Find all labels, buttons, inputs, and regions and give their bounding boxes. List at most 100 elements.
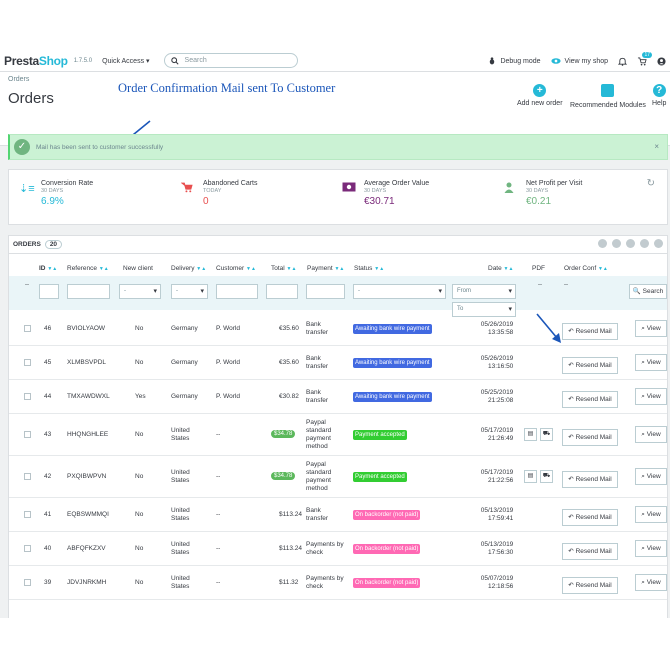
row-checkbox[interactable]	[24, 393, 31, 400]
add-icon[interactable]	[598, 239, 607, 248]
kpi-abandoned-carts[interactable]: Abandoned Carts TODAY 0	[203, 180, 258, 207]
close-icon[interactable]: ×	[654, 142, 659, 151]
add-new-order-button[interactable]: + Add new order	[517, 84, 563, 107]
table-row[interactable]: 41 EQBSWMMQI No United States -- $113.24 Bank …	[9, 498, 667, 532]
filter-new-client-select[interactable]: -	[119, 284, 161, 299]
row-checkbox[interactable]	[24, 325, 31, 332]
delivery-slip-icon[interactable]: ⛟	[540, 470, 553, 483]
col-header-total[interactable]: Total ▼▲	[271, 265, 297, 272]
kpi-net-profit[interactable]: Net Profit per Visit 30 DAYS €0.21	[526, 180, 583, 207]
row-checkbox[interactable]	[24, 359, 31, 366]
logo[interactable]: PrestaShop	[4, 53, 68, 68]
delivery-country: United States	[171, 469, 190, 484]
col-header-payment[interactable]: Payment ▼▲	[307, 265, 345, 272]
filter-date-from[interactable]: From	[452, 284, 516, 299]
status-badge[interactable]: On backorder (not paid)	[353, 578, 421, 588]
filter-reference-input[interactable]	[67, 284, 110, 299]
date-value: 05/26/2019	[480, 321, 514, 328]
view-button[interactable]: ⌕ View	[635, 506, 667, 523]
col-header-date[interactable]: Date ▼▲	[488, 265, 514, 272]
row-checkbox[interactable]	[24, 511, 31, 518]
row-checkbox[interactable]	[24, 431, 31, 438]
resend-mail-label: Resend Mail	[575, 396, 612, 403]
payment-method: Bank transfer	[306, 389, 329, 404]
row-checkbox[interactable]	[24, 473, 31, 480]
debug-mode-link[interactable]: Debug mode	[488, 57, 541, 65]
invoice-pdf-icon[interactable]: ▤	[524, 470, 537, 483]
view-button[interactable]: ⌕ View	[635, 388, 667, 405]
col-header-order-conf[interactable]: Order Conf ▼▲	[564, 265, 608, 272]
view-button[interactable]: ⌕ View	[635, 540, 667, 557]
filter-date-to[interactable]: To	[452, 302, 516, 317]
resend-mail-button[interactable]: ↶ Resend Mail	[562, 323, 618, 340]
view-button[interactable]: ⌕ View	[635, 320, 667, 337]
filter-customer-input[interactable]	[216, 284, 258, 299]
filter-total-input[interactable]	[266, 284, 298, 299]
table-row[interactable]: 42 PXQIBWPVN No United States -- $34.78 Paypal…	[9, 456, 667, 498]
customer-name: --	[216, 431, 221, 438]
recommended-modules-button[interactable]: Recommended Modules	[570, 84, 646, 109]
refresh-icon[interactable]: ↻	[646, 178, 655, 189]
status-badge[interactable]: Payment accepted	[353, 430, 407, 440]
status-badge[interactable]: On backorder (not paid)	[353, 510, 421, 520]
new-client-value: No	[135, 511, 144, 518]
notifications-bell[interactable]	[618, 57, 627, 66]
view-button[interactable]: ⌕ View	[635, 468, 667, 485]
view-shop-link[interactable]: View my shop	[550, 57, 608, 65]
zoom-icon: ⌕	[641, 359, 647, 366]
col-header-delivery[interactable]: Delivery ▼▲	[171, 265, 207, 272]
resend-mail-button[interactable]: ↶ Resend Mail	[562, 391, 618, 408]
resend-mail-button[interactable]: ↶ Resend Mail	[562, 509, 618, 526]
export-icon[interactable]	[612, 239, 621, 248]
status-badge[interactable]: Awaiting bank wire payment	[353, 392, 432, 402]
status-badge[interactable]: On backorder (not paid)	[353, 544, 421, 554]
quick-access-button[interactable]: Quick Access ▾	[102, 57, 150, 65]
table-row[interactable]: 46 BVIOLYAOW No Germany P. World €35.60 Bank t…	[9, 312, 667, 346]
col-header-status[interactable]: Status ▼▲	[354, 265, 385, 272]
filter-status-select[interactable]: -	[353, 284, 446, 299]
order-date: 05/25/2019 21:25:08	[480, 389, 514, 405]
status-badge[interactable]: Awaiting bank wire payment	[353, 324, 432, 334]
help-button[interactable]: ? Help	[652, 84, 667, 107]
kpi-conversion[interactable]: Conversion Rate 30 DAYS 6.9%	[41, 180, 94, 207]
table-row[interactable]: 40 ABFQFKZXV No United States -- $113.24 Payme…	[9, 532, 667, 566]
search-button[interactable]: 🔍 Search	[629, 284, 667, 299]
resend-mail-button[interactable]: ↶ Resend Mail	[562, 577, 618, 594]
resend-mail-button[interactable]: ↶ Resend Mail	[562, 357, 618, 374]
sql-icon[interactable]	[640, 239, 649, 248]
search-input[interactable]: Search	[163, 53, 298, 68]
database-icon[interactable]	[654, 239, 663, 248]
view-button[interactable]: ⌕ View	[635, 426, 667, 443]
success-alert: ✓ Mail has been sent to customer success…	[8, 134, 668, 160]
delivery-country: United States	[171, 541, 190, 556]
filter-payment-input[interactable]	[306, 284, 345, 299]
filter-id-input[interactable]	[39, 284, 59, 299]
table-row[interactable]: 45 XLMBSVPDL No Germany P. World €35.60 Bank t…	[9, 346, 667, 380]
delivery-country: United States	[171, 507, 190, 522]
customer-name: --	[216, 545, 221, 552]
table-row[interactable]: 44 TMXAWDWXL Yes Germany P. World €30.82 Bank …	[9, 380, 667, 414]
view-label: View	[646, 473, 661, 480]
filter-delivery-select[interactable]: -	[171, 284, 208, 299]
row-checkbox[interactable]	[24, 579, 31, 586]
resend-mail-button[interactable]: ↶ Resend Mail	[562, 471, 618, 488]
col-header-id[interactable]: ID ▼▲	[39, 265, 58, 272]
delivery-slip-icon[interactable]: ⛟	[540, 428, 553, 441]
view-button[interactable]: ⌕ View	[635, 574, 667, 591]
breadcrumb[interactable]: Orders	[8, 76, 30, 83]
row-checkbox[interactable]	[24, 545, 31, 552]
table-row[interactable]: 43 HHQNGHLEE No United States -- $34.78 Paypal…	[9, 414, 667, 456]
resend-mail-button[interactable]: ↶ Resend Mail	[562, 543, 618, 560]
view-button[interactable]: ⌕ View	[635, 354, 667, 371]
status-badge[interactable]: Awaiting bank wire payment	[353, 358, 432, 368]
kpi-average-order[interactable]: Average Order Value 30 DAYS €30.71	[364, 180, 430, 207]
col-header-reference[interactable]: Reference ▼▲	[67, 265, 109, 272]
status-badge[interactable]: Payment accepted	[353, 472, 407, 482]
user-account-button[interactable]	[657, 56, 666, 66]
resend-mail-button[interactable]: ↶ Resend Mail	[562, 429, 618, 446]
table-row[interactable]: 39 JDVJNRKMH No United States -- $11.32 Paymen…	[9, 566, 667, 600]
refresh-icon[interactable]	[626, 239, 635, 248]
orders-cart-button[interactable]: 17	[637, 51, 652, 66]
col-header-customer[interactable]: Customer ▼▲	[216, 265, 256, 272]
invoice-pdf-icon[interactable]: ▤	[524, 428, 537, 441]
